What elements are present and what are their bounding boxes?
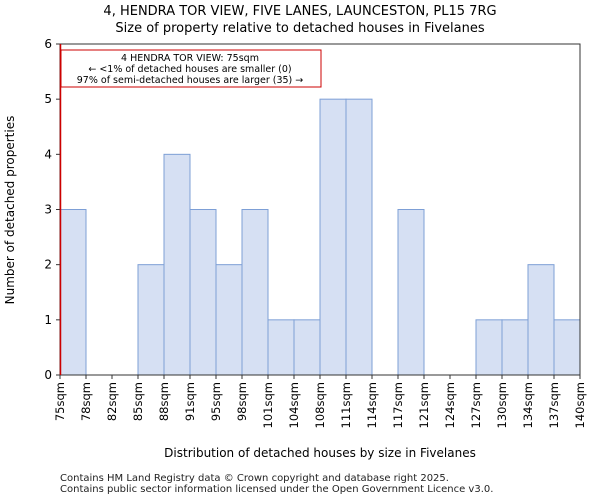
bar-108sqm (319, 98, 347, 376)
y-tick-label: 6 (44, 37, 52, 51)
bar-88sqm (163, 153, 191, 376)
x-tick-label: 91sqm (183, 382, 197, 421)
y-axis-label: Number of detached properties (3, 116, 17, 305)
x-tick-label: 78sqm (79, 382, 93, 421)
x-tick-label: 85sqm (131, 382, 145, 421)
x-axis-label: Distribution of detached houses by size … (164, 446, 476, 460)
chart-subtitle: Size of property relative to detached ho… (115, 21, 484, 36)
x-tick-label: 114sqm (365, 382, 379, 428)
chart-title: 4, HENDRA TOR VIEW, FIVE LANES, LAUNCEST… (103, 4, 496, 19)
y-tick-label: 4 (44, 147, 52, 161)
bar-134sqm (527, 264, 555, 376)
bar-98sqm (241, 209, 269, 376)
y-tick-label: 5 (44, 92, 52, 106)
annotation-line-1: 4 HENDRA TOR VIEW: 75sqm (121, 53, 259, 64)
bar-101sqm (267, 319, 295, 376)
bar-127sqm (475, 319, 503, 376)
x-tick-label: 101sqm (261, 382, 275, 428)
x-tick-label: 127sqm (469, 382, 483, 428)
annotation-line-2: ← <1% of detached houses are smaller (0) (88, 64, 291, 75)
x-tick-label: 104sqm (287, 382, 301, 428)
bar-130sqm (501, 319, 529, 376)
x-tick-label: 108sqm (313, 382, 327, 428)
x-tick-label: 140sqm (573, 382, 587, 428)
x-tick-label: 88sqm (157, 382, 171, 421)
bar-104sqm (293, 319, 321, 376)
y-tick-label: 1 (44, 313, 52, 327)
bar-75sqm (59, 209, 87, 376)
x-tick-label: 75sqm (53, 382, 67, 421)
y-tick-label: 2 (44, 258, 52, 272)
bar-111sqm (345, 98, 373, 376)
x-tick-label: 130sqm (495, 382, 509, 428)
y-tick-label: 0 (44, 368, 52, 382)
bar-95sqm (215, 264, 243, 376)
y-tick-label: 3 (44, 203, 52, 217)
annotation-line-3: 97% of semi-detached houses are larger (… (77, 75, 304, 86)
bar-117sqm (397, 209, 425, 376)
y-axis-ticks: 0 1 2 3 4 5 6 (44, 37, 60, 382)
x-tick-label: 111sqm (339, 382, 353, 428)
x-tick-label: 137sqm (547, 382, 561, 428)
x-axis-ticks: 75sqm 78sqm 82sqm 85sqm 88sqm 91sqm 95sqm 98sqm… (53, 375, 587, 428)
x-tick-label: 121sqm (417, 382, 431, 428)
x-tick-label: 117sqm (391, 382, 405, 428)
x-tick-label: 95sqm (209, 382, 223, 421)
annotation-box: 4 HENDRA TOR VIEW: 75sqm ← <1% of detach… (60, 49, 322, 88)
bars-group (59, 98, 581, 376)
x-tick-label: 82sqm (105, 382, 119, 421)
annotation-frame (60, 49, 322, 88)
x-tick-label: 124sqm (443, 382, 457, 428)
bar-85sqm (137, 264, 165, 376)
footer-line-2: Contains public sector information licen… (60, 484, 494, 495)
footer-line-1: Contains HM Land Registry data © Crown c… (60, 473, 449, 484)
bar-137sqm (553, 319, 581, 376)
bar-91sqm (189, 209, 217, 376)
x-tick-label: 98sqm (235, 382, 249, 421)
x-tick-label: 134sqm (521, 382, 535, 428)
